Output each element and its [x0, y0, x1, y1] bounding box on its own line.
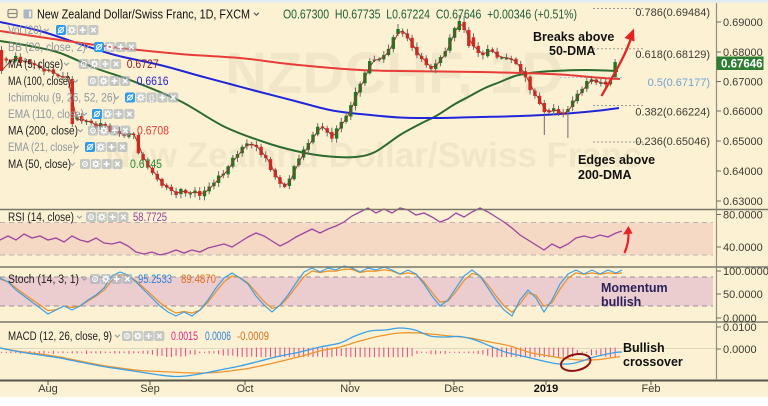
svg-text:0.382(0.66224): 0.382(0.66224) — [635, 107, 710, 119]
svg-text:MA (200, close): MA (200, close) — [8, 126, 78, 138]
svg-text:0.236(0.65046): 0.236(0.65046) — [635, 136, 710, 148]
svg-text:0.67646: 0.67646 — [721, 59, 763, 71]
svg-text:95.2533: 95.2533 — [138, 274, 172, 286]
svg-text:0.0100: 0.0100 — [723, 322, 757, 334]
svg-text:0.6616: 0.6616 — [137, 76, 169, 88]
svg-text:Bullish: Bullish — [623, 341, 665, 355]
svg-text:50.0000: 50.0000 — [723, 289, 763, 301]
svg-text:80.0000: 80.0000 — [723, 210, 763, 222]
svg-text:MA (5, close): MA (5, close) — [8, 59, 63, 71]
svg-text:0.65000: 0.65000 — [723, 136, 763, 148]
svg-text:Sep: Sep — [140, 383, 160, 395]
svg-text:MA (50, close): MA (50, close) — [8, 159, 71, 171]
svg-text:MACD (12, 26, close, 9): MACD (12, 26, close, 9) — [8, 331, 112, 343]
svg-text:BB (20, close, 2): BB (20, close, 2) — [8, 42, 86, 54]
svg-text:Momentum: Momentum — [601, 281, 668, 295]
svg-text:Dec: Dec — [444, 383, 464, 395]
svg-text:58.7725: 58.7725 — [133, 212, 167, 224]
svg-text:Breaks above: Breaks above — [533, 30, 614, 44]
svg-text:0.68000: 0.68000 — [723, 47, 763, 59]
svg-text:0.0000: 0.0000 — [723, 344, 757, 356]
svg-text:Stoch (14, 3, 1): Stoch (14, 3, 1) — [8, 274, 79, 286]
svg-text:bullish: bullish — [601, 295, 641, 309]
svg-text:MA (100, close): MA (100, close) — [8, 76, 71, 88]
svg-text:89.4870: 89.4870 — [181, 274, 216, 286]
svg-text:Ichimoku (9, 26, 52, 26): Ichimoku (9, 26, 52, 26) — [8, 93, 116, 105]
svg-text:Feb: Feb — [642, 383, 661, 395]
svg-text:EMA (110, close): EMA (110, close) — [8, 109, 84, 121]
svg-text:O0.67300 H0.67735 L0.67224: O0.67300 H0.67735 L0.67224 C0.67646 +0.0… — [283, 8, 577, 22]
svg-text:0.64000: 0.64000 — [723, 166, 763, 178]
svg-text:0.66000: 0.66000 — [723, 106, 763, 118]
svg-text:Oct: Oct — [236, 383, 253, 395]
svg-text:50-DMA: 50-DMA — [549, 44, 596, 58]
svg-text:New Zealand Dollar/Swiss Franc: New Zealand Dollar/Swiss Franc, 1D, FXCM — [37, 8, 250, 22]
svg-text:0.6708: 0.6708 — [137, 126, 169, 138]
svg-text:New Zealand Dollar/Swiss Franc: New Zealand Dollar/Swiss Franc — [105, 136, 642, 175]
svg-text:0.0006: 0.0006 — [205, 331, 231, 343]
svg-text:Edges above: Edges above — [578, 153, 655, 167]
svg-text:0.67000: 0.67000 — [723, 77, 763, 89]
svg-text:-0.0009: -0.0009 — [237, 331, 269, 343]
svg-text:0.786(0.69484): 0.786(0.69484) — [635, 7, 710, 19]
svg-text:0.618(0.68129): 0.618(0.68129) — [635, 49, 710, 61]
svg-text:0.6745: 0.6745 — [130, 159, 162, 171]
svg-text:200-DMA: 200-DMA — [578, 168, 632, 182]
svg-text:{}: {} — [149, 94, 155, 103]
svg-text:0.5(0.67177): 0.5(0.67177) — [648, 77, 710, 89]
svg-text:2019: 2019 — [534, 383, 558, 395]
svg-text:Aug: Aug — [38, 383, 58, 395]
svg-text:crossover: crossover — [623, 355, 683, 369]
svg-text:40.0000: 40.0000 — [723, 242, 763, 254]
svg-text:0.0015: 0.0015 — [171, 331, 198, 343]
svg-text:0.0000: 0.0000 — [723, 313, 757, 325]
svg-text:0.69000: 0.69000 — [723, 17, 763, 29]
svg-text:0.63000: 0.63000 — [723, 196, 763, 208]
svg-text:100.0000: 100.0000 — [723, 266, 768, 278]
svg-text:0.6727: 0.6727 — [127, 59, 159, 71]
svg-text:RSI (14, close): RSI (14, close) — [8, 212, 74, 224]
svg-text:Vol (20): Vol (20) — [8, 25, 42, 37]
svg-text:Nov: Nov — [340, 383, 360, 395]
svg-text:EMA (21, close): EMA (21, close) — [8, 142, 76, 154]
